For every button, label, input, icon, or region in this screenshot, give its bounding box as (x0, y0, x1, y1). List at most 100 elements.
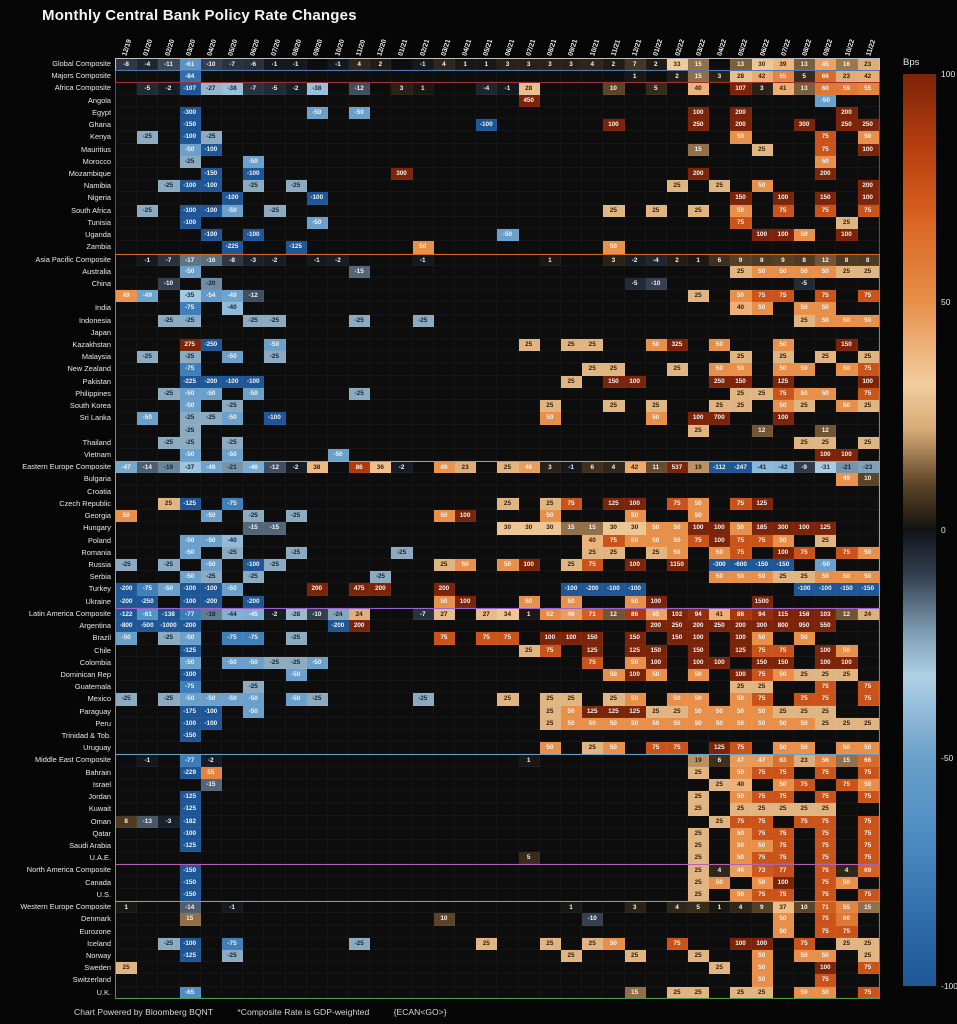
heatmap-cell (264, 669, 285, 681)
heatmap-cell: 50 (772, 668, 794, 682)
heatmap-cell (794, 144, 815, 156)
heatmap-cell (794, 498, 815, 510)
heatmap-cell (158, 742, 179, 754)
heatmap-cell (667, 400, 688, 412)
heatmap-cell (497, 718, 518, 730)
heatmap-cell: -225 (179, 375, 201, 388)
heatmap-cell (349, 217, 370, 229)
heatmap-cell (625, 767, 646, 779)
x-axis-tick-label: 02/21 (419, 38, 431, 57)
heatmap-cell (201, 547, 222, 559)
heatmap-cell: -25 (137, 204, 159, 217)
row-label: Guatemala (74, 682, 111, 692)
heatmap-cell: 28 (518, 83, 540, 95)
heatmap-cell (391, 449, 412, 461)
heatmap-cell (455, 669, 476, 681)
heatmap-cell (328, 645, 349, 657)
heatmap-cell (625, 962, 646, 974)
heatmap-cell (561, 168, 582, 180)
heatmap-cell (476, 437, 497, 449)
heatmap-cell (158, 290, 179, 302)
heatmap-cell (222, 156, 243, 168)
heatmap-cell (370, 779, 391, 791)
heatmap-cell (391, 217, 412, 229)
heatmap-cell (540, 877, 561, 889)
heatmap-cell (455, 583, 476, 595)
heatmap-cell (709, 315, 730, 327)
heatmap-cell (201, 889, 222, 901)
heatmap-cell: 25 (794, 803, 816, 816)
heatmap-cell (455, 681, 476, 693)
heatmap-cell (370, 302, 391, 314)
heatmap-cell (519, 131, 540, 143)
heatmap-grid: Global Composite -8 -4 -11 -61 -10 -7 -6 -1 -1 -1 4… (0, 58, 880, 999)
heatmap-cell: -100 (264, 412, 286, 425)
heatmap-cell (137, 144, 158, 156)
heatmap-cell (370, 449, 391, 461)
heatmap-cell (243, 840, 264, 852)
heatmap-cell (709, 95, 730, 107)
heatmap-cell (540, 828, 561, 840)
heatmap-cell: 325 (666, 339, 689, 352)
heatmap-cell: 50 (857, 778, 879, 792)
heatmap-cell (349, 865, 370, 876)
heatmap-cell (667, 669, 688, 681)
heatmap-cell: 12 (751, 424, 773, 437)
heatmap-cell (370, 278, 391, 290)
heatmap-cell: 75 (560, 497, 583, 511)
heatmap-cell (773, 816, 794, 828)
heatmap-cell (836, 95, 857, 107)
heatmap-cell: -50 (306, 656, 328, 669)
heatmap-cell (158, 706, 179, 718)
heatmap-cell: 50 (603, 241, 625, 254)
heatmap-cell (519, 547, 540, 559)
heatmap-cell: 75 (751, 888, 773, 902)
heatmap-cell: -200 (200, 595, 222, 608)
heatmap-cell (328, 510, 349, 522)
heatmap-cell: 50 (709, 717, 731, 731)
heatmap-cell (307, 632, 328, 644)
heatmap-cell: 4 (709, 865, 731, 877)
heatmap-cell (286, 865, 307, 876)
heatmap-cell (201, 938, 222, 950)
heatmap-cell (540, 767, 561, 779)
heatmap-cell (370, 974, 391, 986)
heatmap-cell (794, 131, 815, 143)
x-axis-tick-label: 10/22 (844, 38, 856, 57)
heatmap-cell (561, 83, 582, 94)
heatmap-cell: -1 (306, 254, 328, 266)
heatmap-cell (286, 315, 307, 327)
heatmap-cell (858, 669, 879, 681)
heatmap-cell: 50 (666, 693, 689, 706)
heatmap-cell (243, 828, 264, 840)
heatmap-cell (625, 363, 646, 375)
footer-powered-by: Chart Powered by Bloomberg BQNT (74, 1007, 213, 1017)
heatmap-cell: 34 (497, 608, 519, 621)
heatmap-cell (497, 351, 518, 363)
heatmap-cell (625, 180, 646, 192)
heatmap-cell: 150 (751, 656, 773, 669)
heatmap-cell (561, 327, 582, 339)
heatmap-cell (667, 583, 688, 595)
heatmap-cell (328, 632, 349, 644)
heatmap-cell (497, 71, 518, 82)
heatmap-cell: 30 (539, 522, 561, 535)
heatmap-cell (540, 974, 561, 986)
heatmap-cell (561, 645, 582, 657)
heatmap-cell (413, 840, 434, 852)
heatmap-cell (709, 828, 730, 840)
heatmap-cell (688, 229, 709, 241)
heatmap-cell (836, 376, 857, 388)
heatmap-cell (264, 803, 285, 815)
row-label: U.A.E. (89, 853, 111, 863)
heatmap-cell (476, 693, 497, 705)
heatmap-cell: 50 (730, 204, 752, 217)
heatmap-cell (752, 779, 773, 791)
heatmap-cell (264, 107, 285, 119)
heatmap-cell (349, 913, 370, 925)
heatmap-cell: 2 (666, 71, 689, 83)
heatmap-cell: 25 (688, 852, 710, 865)
heatmap-cell: -25 (412, 314, 434, 327)
heatmap-cell: 25 (539, 717, 561, 731)
heatmap-cell (180, 779, 201, 791)
